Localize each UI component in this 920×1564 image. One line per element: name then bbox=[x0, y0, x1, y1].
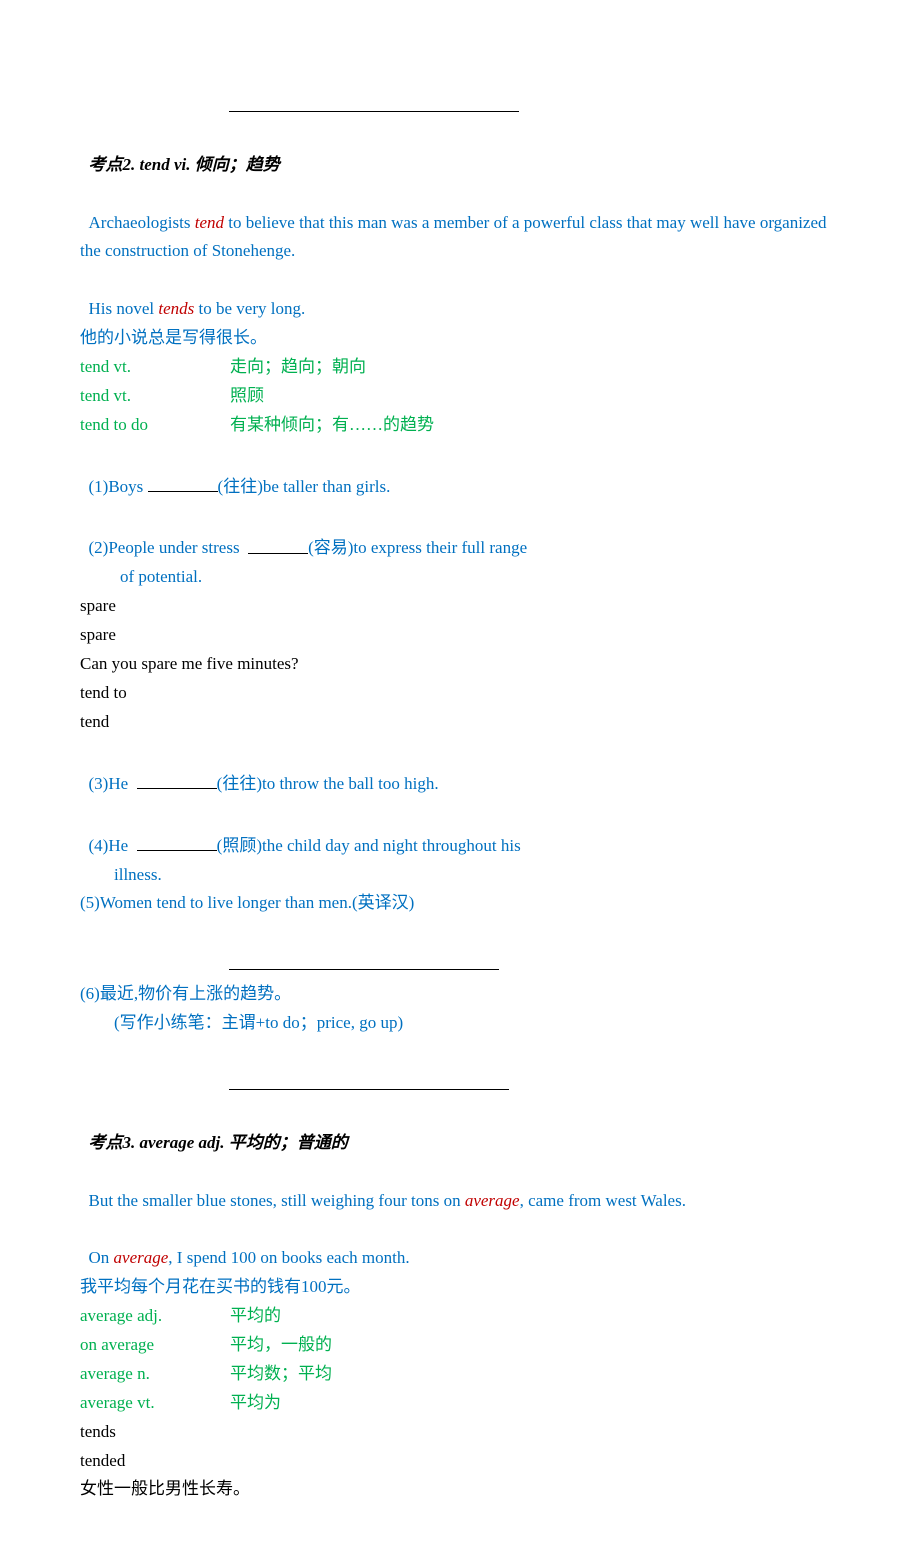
kd2-q1: (1)Boys (往往)be taller than girls. bbox=[80, 440, 840, 502]
kd2-q3-blank bbox=[137, 766, 217, 789]
kd3-ex2-post: , I spend 100 on books each month. bbox=[168, 1248, 409, 1267]
term-def: 平均为 bbox=[230, 1389, 281, 1418]
kaodian3-heading-prefix: 考点3. average adj. bbox=[89, 1133, 229, 1152]
kd3-ex1: But the smaller blue stones, still weigh… bbox=[80, 1158, 840, 1216]
kd2-q5: (5)Women tend to live longer than men.(英… bbox=[80, 889, 840, 918]
plain-line: tended bbox=[80, 1447, 840, 1476]
term-def: 走向；趋向；朝向 bbox=[230, 353, 366, 382]
kd2-q1-hint: (往往) bbox=[218, 477, 263, 496]
kd2-q4-pre: (4)He bbox=[89, 836, 137, 855]
term-def: 平均，一般的 bbox=[230, 1331, 332, 1360]
kd2-ex2: His novel tends to be very long. bbox=[80, 266, 840, 324]
kaodian2-heading-prefix: 考点2. tend vi. bbox=[89, 155, 195, 174]
kd2-q2-hint: (容易) bbox=[308, 539, 353, 558]
leading-blank-line bbox=[80, 60, 840, 122]
kd2-q2-blank bbox=[248, 530, 308, 553]
kd2-terms: tend vt.走向；趋向；朝向tend vt.照顾tend to do有某种倾… bbox=[80, 353, 840, 440]
kd2-q3-pre: (3)He bbox=[89, 774, 137, 793]
kd2-q4-line2: illness. bbox=[80, 861, 840, 890]
kd2-ex2-zh: 他的小说总是写得很长。 bbox=[80, 324, 840, 353]
kd2-ex1-pre: Archaeologists bbox=[89, 213, 195, 232]
kd3-ex2: On average, I spend 100 on books each mo… bbox=[80, 1215, 840, 1273]
kd2-q4: (4)He (照顾)the child day and night throug… bbox=[80, 799, 840, 861]
term-key: tend vt. bbox=[80, 353, 230, 382]
term-row: average vt.平均为 bbox=[80, 1389, 840, 1418]
kd2-q3-post: to throw the ball too high. bbox=[262, 774, 439, 793]
term-row: average n.平均数；平均 bbox=[80, 1360, 840, 1389]
kd2-q2: (2)People under stress (容易)to express th… bbox=[80, 502, 840, 564]
leading-blank bbox=[229, 89, 519, 112]
kd2-ex1: Archaeologists tend to believe that this… bbox=[80, 180, 840, 267]
plain-line: tend to bbox=[80, 679, 840, 708]
kd2-q1-pre: (1)Boys bbox=[89, 477, 148, 496]
kd2-q1-blank bbox=[148, 469, 218, 492]
kd3-ex1-post: , came from west Wales. bbox=[520, 1191, 686, 1210]
kd2-q4-post: the child day and night throughout his bbox=[262, 836, 521, 855]
kaodian3-heading-gloss: 平均的；普通的 bbox=[229, 1133, 348, 1152]
term-row: tend vt.走向；趋向；朝向 bbox=[80, 353, 840, 382]
kd2-q3: (3)He (往往)to throw the ball too high. bbox=[80, 737, 840, 799]
plain-line: tends bbox=[80, 1418, 840, 1447]
term-key: tend vt. bbox=[80, 382, 230, 411]
kd2-q3-hint: (往往) bbox=[217, 774, 262, 793]
term-row: tend vt.照顾 bbox=[80, 382, 840, 411]
term-def: 平均的 bbox=[230, 1302, 281, 1331]
kd2-q6-l1: (6)最近,物价有上涨的趋势。 bbox=[80, 980, 840, 1009]
plain-line: 女性一般比男性长寿。 bbox=[80, 1475, 840, 1504]
term-def: 有某种倾向；有……的趋势 bbox=[230, 411, 434, 440]
plain-line: spare bbox=[80, 621, 840, 650]
kd2-q2-post: to express their full range bbox=[353, 539, 527, 558]
term-key: average n. bbox=[80, 1360, 230, 1389]
term-key: on average bbox=[80, 1331, 230, 1360]
kd2-q6-blank bbox=[229, 1067, 509, 1090]
plain-line: spare bbox=[80, 592, 840, 621]
kd2-q5-blank-wrap bbox=[80, 918, 840, 980]
kd2-q6-blank-wrap bbox=[80, 1038, 840, 1100]
term-key: average adj. bbox=[80, 1302, 230, 1331]
term-key: average vt. bbox=[80, 1389, 230, 1418]
kaodian3-heading: 考点3. average adj. 平均的；普通的 bbox=[80, 1100, 840, 1158]
kd3-ex2-pre: On bbox=[89, 1248, 114, 1267]
kd2-ex2-pre: His novel bbox=[89, 299, 159, 318]
kd2-interlude: sparespareCan you spare me five minutes?… bbox=[80, 592, 840, 736]
kd2-q4-blank bbox=[137, 828, 217, 851]
kd3-ex2-zh: 我平均每个月花在买书的钱有100元。 bbox=[80, 1273, 840, 1302]
kd2-q5-blank bbox=[229, 947, 499, 970]
plain-line: Can you spare me five minutes? bbox=[80, 650, 840, 679]
kd2-q1-post: be taller than girls. bbox=[263, 477, 390, 496]
term-key: tend to do bbox=[80, 411, 230, 440]
kd2-q4-hint: (照顾) bbox=[217, 836, 262, 855]
kd2-q2-line2: of potential. bbox=[80, 563, 840, 592]
term-row: on average平均，一般的 bbox=[80, 1331, 840, 1360]
kd2-ex1-word: tend bbox=[195, 213, 224, 232]
kd2-ex2-post: to be very long. bbox=[194, 299, 305, 318]
term-row: tend to do有某种倾向；有……的趋势 bbox=[80, 411, 840, 440]
kd3-trailing: tendstended女性一般比男性长寿。 bbox=[80, 1418, 840, 1505]
term-row: average adj.平均的 bbox=[80, 1302, 840, 1331]
term-def: 平均数；平均 bbox=[230, 1360, 332, 1389]
kd2-q2-pre: (2)People under stress bbox=[89, 539, 249, 558]
kaodian2-heading-gloss: 倾向；趋势 bbox=[195, 155, 280, 174]
term-def: 照顾 bbox=[230, 382, 264, 411]
kd3-ex2-word: average bbox=[114, 1248, 169, 1267]
plain-line: tend bbox=[80, 708, 840, 737]
kaodian2-heading: 考点2. tend vi. 倾向；趋势 bbox=[80, 122, 840, 180]
kd3-terms: average adj.平均的on average平均，一般的average n… bbox=[80, 1302, 840, 1418]
kd2-ex2-word: tends bbox=[158, 299, 194, 318]
kd2-q6-l2: (写作小练笔：主谓+to do；price, go up) bbox=[80, 1009, 840, 1038]
kd3-ex1-pre: But the smaller blue stones, still weigh… bbox=[89, 1191, 465, 1210]
kd3-ex1-word: average bbox=[465, 1191, 520, 1210]
